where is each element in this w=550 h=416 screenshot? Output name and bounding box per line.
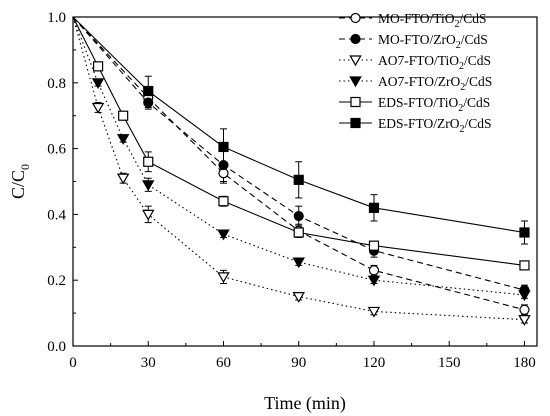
legend-marker bbox=[350, 117, 361, 129]
data-point bbox=[218, 159, 229, 171]
legend-label: AO7-FTO/ZrO2/CdS bbox=[378, 74, 492, 93]
data-point bbox=[218, 141, 229, 153]
data-point bbox=[368, 202, 380, 213]
x-axis-title: Time (min) bbox=[264, 393, 346, 414]
series-line-1 bbox=[72, 16, 525, 311]
legend-label: EDS-FTO/ZrO2/CdS bbox=[378, 116, 492, 135]
data-point bbox=[116, 173, 130, 185]
legend-label: AO7-FTO/TiO2/CdS bbox=[378, 53, 491, 72]
y-axis-title: C/C0 bbox=[8, 164, 32, 199]
data-point bbox=[217, 229, 230, 241]
legend-label: MO-FTO/ZrO2/CdS bbox=[378, 32, 488, 51]
series-line-6 bbox=[72, 16, 525, 234]
data-point bbox=[293, 227, 304, 238]
data-point bbox=[143, 97, 154, 108]
legend-item: MO-FTO/TiO2/CdS bbox=[339, 11, 487, 30]
data-point bbox=[91, 102, 105, 114]
x-axis-ticks: 0 30 60 90 120 150 180 bbox=[69, 341, 536, 371]
data-point bbox=[292, 257, 305, 269]
data-point bbox=[519, 304, 530, 315]
y-axis-title-main: C/C bbox=[8, 170, 28, 199]
data-point bbox=[518, 290, 531, 302]
legend-label: EDS-FTO/TiO2/CdS bbox=[378, 95, 490, 114]
series-line-2 bbox=[72, 16, 525, 291]
legend-marker bbox=[350, 96, 361, 108]
data-point bbox=[92, 61, 104, 72]
legend-item: MO-FTO/ZrO2/CdS bbox=[339, 32, 488, 51]
x-tick-label: 0 bbox=[69, 355, 77, 371]
data-point bbox=[368, 265, 380, 276]
data-markers bbox=[91, 61, 531, 326]
data-point bbox=[143, 156, 154, 167]
legend-marker bbox=[350, 33, 361, 45]
data-point bbox=[519, 227, 530, 238]
y-axis-ticks: 0.0 0.2 0.4 0.6 0.8 1.0 bbox=[47, 10, 78, 355]
legend-item: EDS-FTO/TiO2/CdS bbox=[339, 95, 490, 114]
data-point bbox=[218, 196, 229, 207]
data-point bbox=[142, 180, 155, 191]
legend: MO-FTO/TiO2/CdS MO-FTO/ZrO2/CdS AO7-FTO/Ti… bbox=[339, 11, 492, 135]
data-point bbox=[292, 292, 305, 303]
legend-marker bbox=[349, 55, 362, 67]
series-lines bbox=[72, 16, 525, 321]
y-tick-label: 0.6 bbox=[47, 142, 66, 158]
x-tick-label: 90 bbox=[291, 355, 306, 371]
y-tick-label: 0.4 bbox=[47, 207, 66, 223]
x-tick-label: 120 bbox=[363, 355, 386, 371]
data-point bbox=[293, 174, 304, 185]
x-tick-label: 180 bbox=[513, 355, 536, 371]
data-point bbox=[91, 78, 105, 89]
x-tick-label: 60 bbox=[216, 355, 231, 371]
legend-marker bbox=[349, 76, 362, 88]
legend-item: AO7-FTO/ZrO2/CdS bbox=[339, 74, 492, 93]
data-point bbox=[519, 260, 530, 271]
series-line-5 bbox=[72, 16, 525, 266]
data-point bbox=[367, 306, 381, 318]
data-point bbox=[217, 272, 230, 284]
series-line-4 bbox=[72, 16, 525, 296]
data-point bbox=[116, 134, 130, 145]
x-tick-label: 30 bbox=[141, 355, 156, 371]
data-point bbox=[118, 110, 129, 121]
data-point bbox=[367, 275, 381, 287]
legend-label: MO-FTO/TiO2/CdS bbox=[378, 11, 487, 30]
legend-item: AO7-FTO/TiO2/CdS bbox=[339, 53, 491, 72]
y-tick-label: 0.2 bbox=[47, 273, 66, 289]
y-tick-label: 1.0 bbox=[47, 10, 66, 26]
legend-marker bbox=[350, 12, 361, 24]
x-tick-label: 150 bbox=[438, 355, 461, 371]
data-point bbox=[143, 85, 154, 97]
data-point bbox=[368, 240, 380, 251]
data-point bbox=[293, 210, 304, 222]
data-point bbox=[518, 315, 531, 326]
y-tick-label: 0.0 bbox=[47, 339, 66, 355]
series-line-3 bbox=[72, 16, 525, 321]
data-point bbox=[142, 209, 155, 221]
y-axis-title-sub: 0 bbox=[18, 164, 32, 170]
legend-item: EDS-FTO/ZrO2/CdS bbox=[339, 116, 492, 135]
y-tick-label: 0.8 bbox=[47, 76, 66, 92]
